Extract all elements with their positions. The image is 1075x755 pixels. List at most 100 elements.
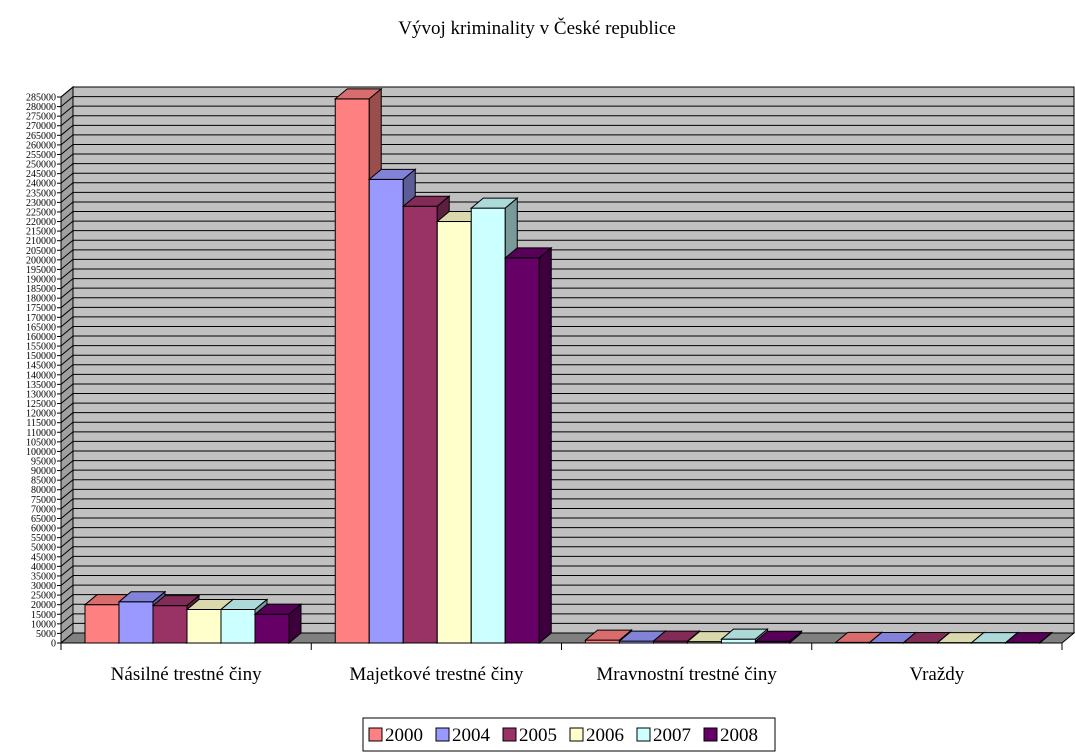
gridline [60,527,1074,539]
legend-label: 2000 [385,725,423,746]
gridlines [60,86,1074,634]
y-tick-label: 60000 [31,524,56,535]
gridline [60,421,1074,433]
back-wall [72,86,1075,634]
y-tick-label: 265000 [26,131,56,142]
y-tick-label: 195000 [26,265,56,276]
gridline [60,498,1074,510]
gridline [60,325,1074,337]
y-tick-label: 135000 [26,380,56,391]
y-tick-label: 130000 [26,389,56,400]
y-tick-label: 15000 [31,610,56,621]
side-wall [60,85,74,645]
y-tick-label: 205000 [26,246,56,257]
gridline [60,507,1074,519]
gridline [60,143,1074,155]
gridline [60,316,1074,328]
gridline [60,460,1074,471]
bars [83,87,1054,645]
y-tick-label: 210000 [26,236,56,247]
gridline [60,153,1074,165]
gridline [60,364,1074,376]
y-tick-label: 180000 [26,294,56,305]
gridline [60,278,1074,289]
gridline [60,373,1074,385]
gridline [60,134,1074,146]
legend-label: 2004 [452,725,491,746]
bar [754,630,803,645]
gridline [60,488,1074,500]
y-tick-label: 120000 [26,409,56,420]
gridline [60,115,1074,127]
gridline [60,96,1074,107]
bar-front [334,98,370,644]
legend-entry: 2008 [703,725,758,746]
gridline [60,345,1074,357]
legend-label: 2006 [586,725,624,746]
gridline [60,440,1074,452]
legend-entry: 2004 [435,725,491,746]
gridline [60,517,1074,529]
legend-label: 2008 [720,725,758,746]
y-tick-label: 220000 [26,217,56,228]
gridline [60,354,1074,366]
y-tick-label: 250000 [26,160,56,171]
gridline [60,172,1074,184]
gridline [60,182,1074,194]
y-tick-label: 215000 [26,227,56,238]
y-tick-label: 125000 [26,399,56,410]
legend-swatch [703,727,718,742]
gridline [60,220,1074,232]
bar [253,603,303,645]
legend-swatch [502,727,517,742]
y-tick-label: 105000 [26,437,56,448]
y-tick-label: 80000 [31,485,56,496]
y-tick-label: 225000 [26,207,56,218]
bar [1004,631,1054,645]
y-tick-label: 280000 [26,102,56,113]
y-tick-label: 190000 [26,275,56,286]
y-tick-label: 150000 [26,351,56,362]
gridline [60,335,1074,347]
bar-side [1039,631,1053,645]
gridline [60,297,1074,309]
y-tick-label: 155000 [26,342,56,353]
legend-swatch [569,727,584,742]
gridline [60,268,1074,280]
bar-front [220,608,256,644]
legend-swatch [435,727,450,742]
bar-front [721,638,756,644]
legend-label: 2007 [653,725,691,746]
bar-front [436,221,472,644]
y-tick-label: 55000 [31,533,56,544]
y-tick-label: 230000 [26,198,56,209]
chart-title: Vývoj kriminality v České republice [398,17,676,39]
bar-side [288,603,302,645]
gridline [60,211,1074,222]
y-tick-label: 50000 [31,543,56,554]
gridline [60,239,1074,251]
bar-front [152,605,188,644]
gridline [60,603,1074,615]
gridline [60,613,1074,625]
gridline [60,450,1074,462]
y-tick-label: 5000 [36,629,56,640]
y-tick-label: 185000 [26,284,56,295]
y-tick-label: 40000 [31,562,56,573]
y-tick-label: 240000 [26,179,56,190]
gridline [60,230,1074,242]
gridline [60,479,1074,491]
gridline [60,191,1074,203]
x-tick-label: Majetkové trestné činy [349,664,524,685]
legend: 2000 2004 2005 2006 2007 2008 [362,717,776,752]
x-tick-label: Násilné trestné činy [111,664,262,685]
y-tick-label: 145000 [26,361,56,372]
legend-entry: 2006 [569,725,624,746]
gridline [60,258,1074,270]
y-tick-label: 25000 [31,591,56,602]
gridline [60,249,1074,261]
y-tick-label: 165000 [26,322,56,333]
bar-front [504,257,540,644]
y-tick-label: 170000 [26,313,56,324]
